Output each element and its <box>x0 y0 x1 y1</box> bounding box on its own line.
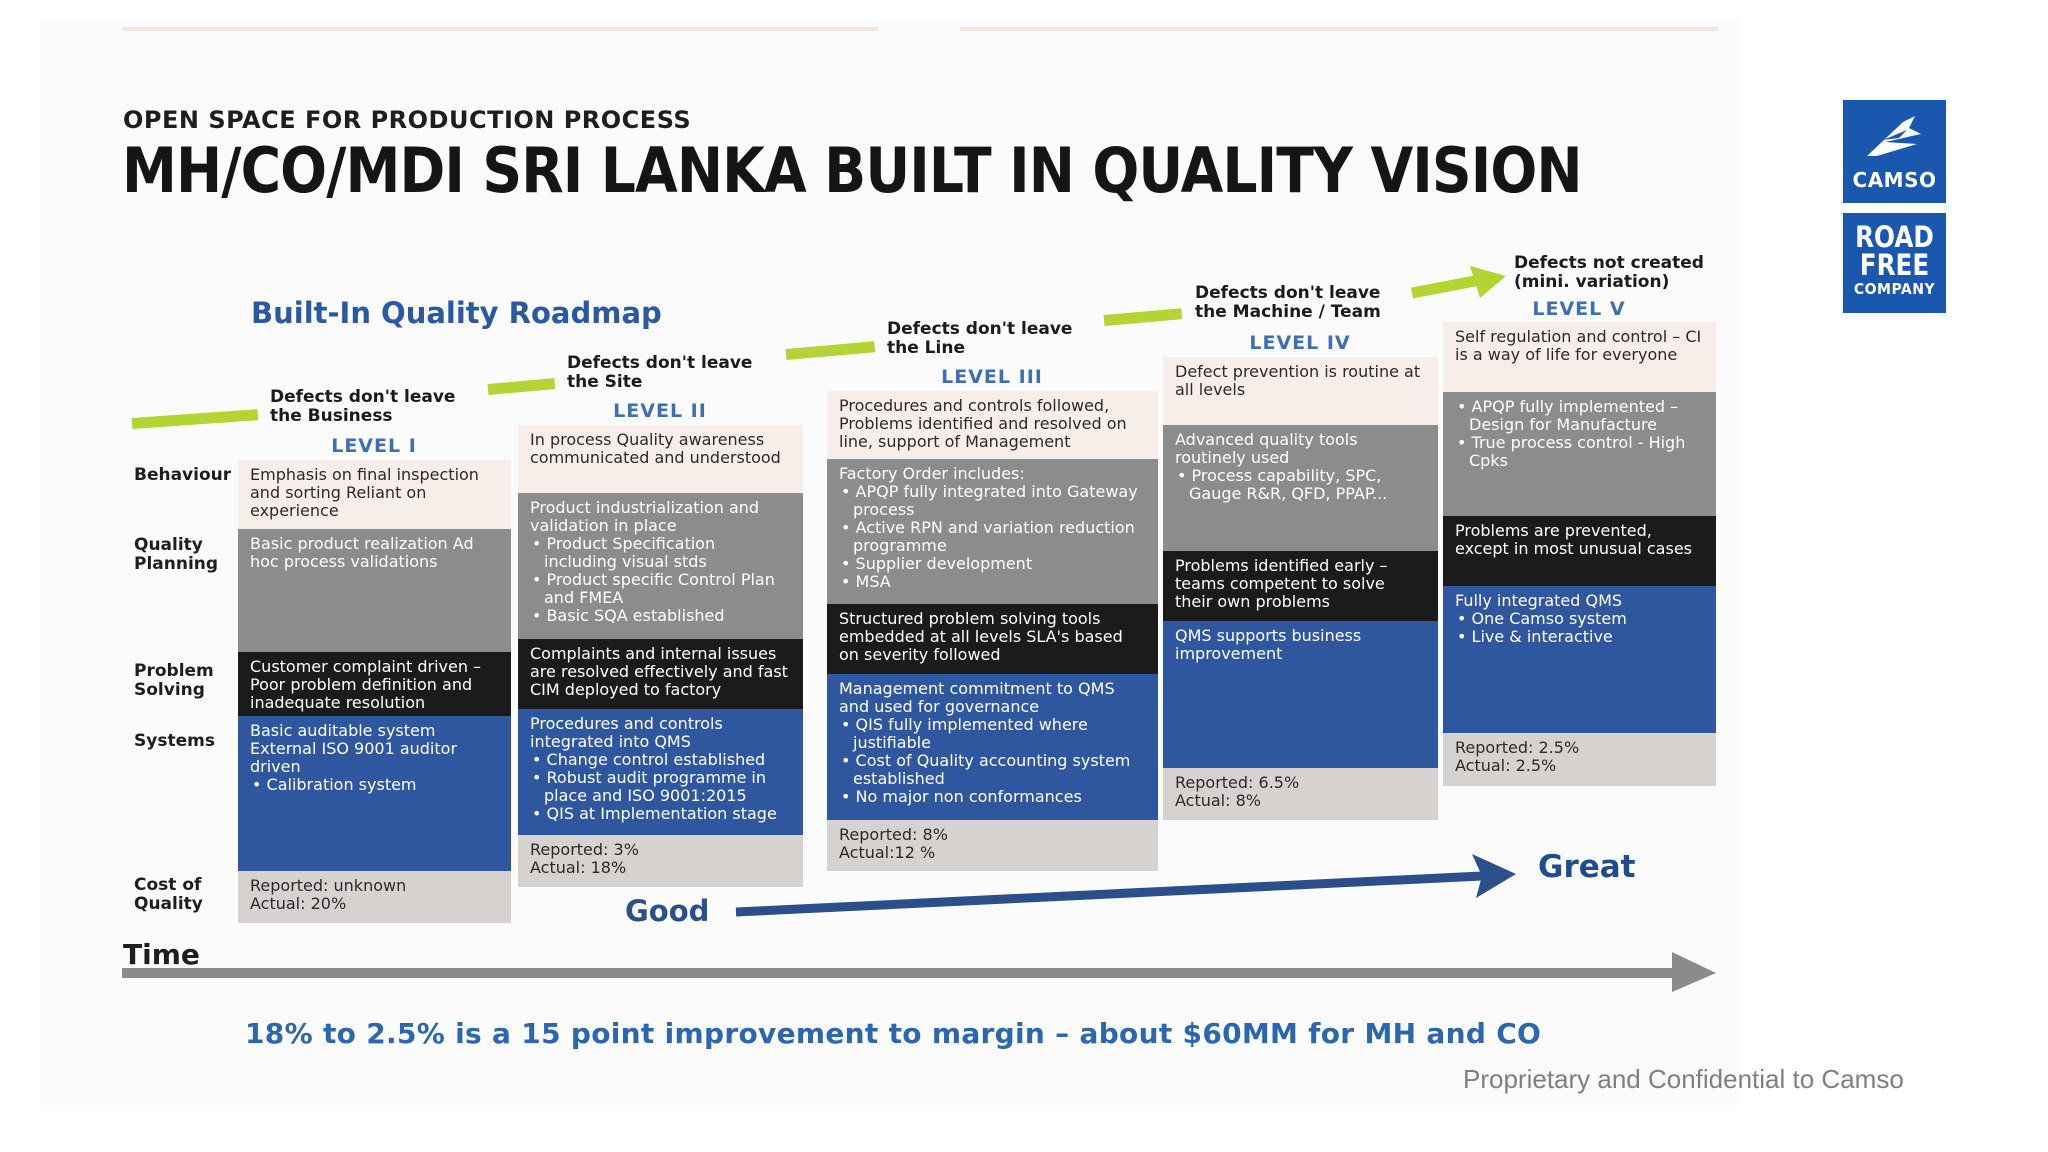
quality-planning-cell: Basic product realization Ad hoc process… <box>238 529 511 652</box>
step-label-level-1: Defects don't leave the Business <box>270 387 456 426</box>
level-5-column: Self regulation and control – CI is a wa… <box>1443 322 1716 786</box>
systems-cell: Fully integrated QMS One Camso system Li… <box>1443 586 1716 733</box>
quality-planning-cell: APQP fully implemented – Design for Manu… <box>1443 392 1716 516</box>
level-heading: LEVEL I <box>331 435 417 457</box>
problem-solving-cell: Complaints and internal issues are resol… <box>518 639 803 709</box>
cost-of-quality-cell: Reported: 3% Actual: 18% <box>518 835 803 887</box>
cost-of-quality-cell: Reported: 6.5% Actual: 8% <box>1163 768 1438 820</box>
level-heading: LEVEL IV <box>1249 332 1351 354</box>
systems-cell: Procedures and controls integrated into … <box>518 709 803 835</box>
footer-confidential: Proprietary and Confidential to Camso <box>1463 1064 1904 1094</box>
list-item: Change control established <box>530 751 791 769</box>
planning-list: Product Specification including visual s… <box>530 535 791 625</box>
quality-planning-cell: Factory Order includes: APQP fully integ… <box>827 459 1158 604</box>
step-label-level-2: Defects don't leave the Site <box>567 353 753 392</box>
list-item: Robust audit programme in place and ISO … <box>530 769 791 805</box>
problem-solving-cell: Problems are prevented, except in most u… <box>1443 516 1716 586</box>
quality-planning-cell: Advanced quality tools routinely used Pr… <box>1163 425 1438 551</box>
step-label-level-4: Defects don't leave the Machine / Team <box>1195 283 1381 322</box>
camso-mountain-icon <box>1867 116 1921 156</box>
behaviour-cell: Self regulation and control – CI is a wa… <box>1443 322 1716 392</box>
cost-of-quality-cell: Reported: 2.5% Actual: 2.5% <box>1443 733 1716 786</box>
row-label-quality-planning: Quality Planning <box>134 535 219 574</box>
slide-title: MH/CO/MDI SRI LANKA BUILT IN QUALITY VIS… <box>122 134 1583 207</box>
good-label: Good <box>625 894 710 928</box>
list-item: MSA <box>839 573 1146 591</box>
planning-intro: Factory Order includes: <box>839 464 1025 483</box>
level-1-column: Emphasis on final inspection and sorting… <box>238 460 511 923</box>
list-item: Supplier development <box>839 555 1146 573</box>
list-item: Product specific Control Plan and FMEA <box>530 571 791 607</box>
quality-planning-cell: Product industrialization and validation… <box>518 493 803 639</box>
top-divider-right <box>960 27 1718 31</box>
bottom-note: 18% to 2.5% is a 15 point improvement to… <box>245 1017 1542 1050</box>
systems-list: One Camso system Live & interactive <box>1455 610 1704 646</box>
step-label-level-3: Defects don't leave the Line <box>887 319 1073 358</box>
problem-solving-cell: Structured problem solving tools embedde… <box>827 604 1158 674</box>
list-item: Live & interactive <box>1455 628 1704 646</box>
systems-intro: Procedures and controls integrated into … <box>530 714 723 751</box>
list-item: APQP fully integrated into Gateway proce… <box>839 483 1146 519</box>
list-item: QIS at Implementation stage <box>530 805 791 823</box>
row-label-systems: Systems <box>134 731 215 751</box>
time-axis-arrow-icon <box>122 952 1716 992</box>
behaviour-cell: In process Quality awareness communicate… <box>518 425 803 493</box>
problem-solving-cell: Problems identified early – teams compet… <box>1163 551 1438 621</box>
list-item: One Camso system <box>1455 610 1704 628</box>
cost-of-quality-cell: Reported: 8% Actual:12 % <box>827 820 1158 871</box>
systems-cell: Basic auditable system External ISO 9001… <box>238 716 511 871</box>
systems-cell: Management commitment to QMS and used fo… <box>827 674 1158 820</box>
top-divider-left <box>123 27 878 31</box>
slide-subtitle: OPEN SPACE FOR PRODUCTION PROCESS <box>123 106 692 134</box>
systems-cell: QMS supports business improvement <box>1163 621 1438 768</box>
great-label: Great <box>1538 849 1636 885</box>
list-item: APQP fully implemented – Design for Manu… <box>1455 398 1704 434</box>
systems-intro: Management commitment to QMS and used fo… <box>839 679 1115 716</box>
level-4-column: Defect prevention is routine at all leve… <box>1163 357 1438 820</box>
list-item: Product Specification including visual s… <box>530 535 791 571</box>
road-free-company-text: ROAD FREE COMPANY <box>1853 220 1936 299</box>
list-item: Basic SQA established <box>530 607 791 625</box>
behaviour-cell: Emphasis on final inspection and sorting… <box>238 460 511 529</box>
planning-intro: Product industrialization and validation… <box>530 498 760 535</box>
row-label-behaviour: Behaviour <box>134 465 232 485</box>
planning-list: Process capability, SPC, Gauge R&R, QFD,… <box>1175 467 1426 503</box>
green-step-arrow-icon <box>1410 266 1506 299</box>
road-free-company-logo: ROAD FREE COMPANY <box>1843 213 1946 313</box>
list-item: Cost of Quality accounting system establ… <box>839 752 1146 788</box>
good-to-great-arrow-icon <box>735 854 1516 917</box>
level-heading: LEVEL II <box>613 400 707 422</box>
problem-solving-cell: Customer complaint driven – Poor problem… <box>238 652 511 716</box>
level-heading: LEVEL III <box>941 366 1043 388</box>
list-item: No major non conformances <box>839 788 1146 806</box>
planning-list: APQP fully implemented – Design for Manu… <box>1455 398 1704 470</box>
list-item: Process capability, SPC, Gauge R&R, QFD,… <box>1175 467 1426 503</box>
behaviour-cell: Defect prevention is routine at all leve… <box>1163 357 1438 425</box>
systems-intro: Fully integrated QMS <box>1455 591 1623 610</box>
step-label-level-5: Defects not created (mini. variation) <box>1514 253 1704 292</box>
camso-logo: CAMSO <box>1843 100 1946 203</box>
row-label-problem-solving: Problem Solving <box>134 661 214 700</box>
level-3-column: Procedures and controls followed, Proble… <box>827 391 1158 871</box>
list-item: QIS fully implemented where justifiable <box>839 716 1146 752</box>
list-item: Calibration system <box>250 776 499 794</box>
row-label-cost-of-quality: Cost of Quality <box>134 875 203 914</box>
planning-intro: Advanced quality tools routinely used <box>1175 430 1358 467</box>
planning-list: APQP fully integrated into Gateway proce… <box>839 483 1146 591</box>
systems-list: QIS fully implemented where justifiable … <box>839 716 1146 806</box>
systems-list: Calibration system <box>250 776 499 794</box>
camso-logo-text: CAMSO <box>1852 168 1937 192</box>
list-item: True process control - High Cpks <box>1455 434 1704 470</box>
systems-list: Change control established Robust audit … <box>530 751 791 823</box>
roadmap-title: Built-In Quality Roadmap <box>251 296 662 330</box>
cost-of-quality-cell: Reported: unknown Actual: 20% <box>238 871 511 923</box>
level-2-column: In process Quality awareness communicate… <box>518 425 803 887</box>
list-item: Active RPN and variation reduction progr… <box>839 519 1146 555</box>
level-heading: LEVEL V <box>1532 298 1626 320</box>
systems-intro: Basic auditable system External ISO 9001… <box>250 721 458 776</box>
behaviour-cell: Procedures and controls followed, Proble… <box>827 391 1158 459</box>
time-label: Time <box>123 938 200 971</box>
